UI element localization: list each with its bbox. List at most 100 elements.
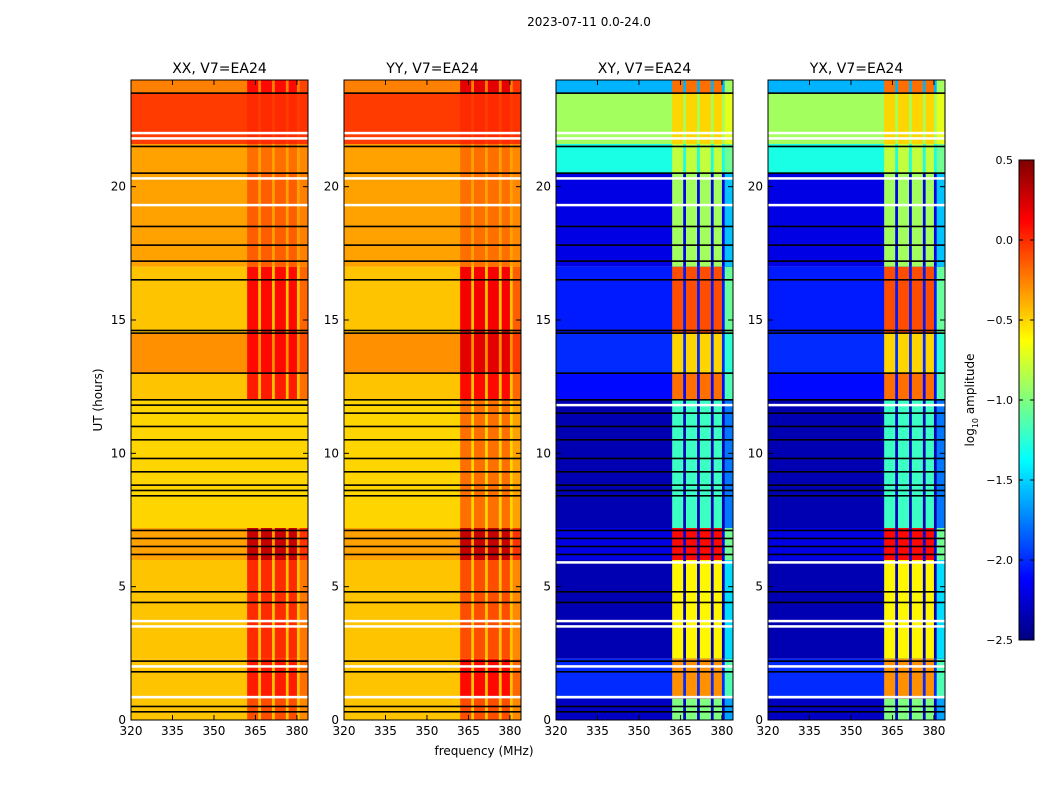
panel-0: XX, V7=EA24 320 335 350 365 380 0 5 10 15 20 [111,61,309,738]
colorbar-tick-label: −2.5 [986,634,1013,647]
heatmap-cell [473,144,486,174]
flag-line-black [344,425,521,428]
heatmap-cell [460,528,472,560]
flag-line-black [344,529,521,532]
heatmap-cell [512,698,521,720]
heatmap-cell [685,698,698,720]
heatmap-cell [260,333,273,374]
flag-line-black [768,545,945,548]
flag-line-white [556,625,733,628]
flag-line-black [131,439,308,441]
flag-line-white [768,695,945,699]
heatmap-cell [925,373,934,400]
flag-line-black [556,225,733,228]
x-tick-label: 380 [710,724,733,738]
heatmap-cell [288,93,297,144]
heatmap-cell [260,80,273,94]
heatmap-cell [724,560,733,659]
flag-line-black [344,145,521,148]
heatmap-cell [288,266,297,334]
heatmap-cell [925,173,934,267]
heatmap-cell [672,373,684,400]
flag-line-white [556,131,733,135]
flag-line-black [768,145,945,148]
flag-line-white [131,625,308,628]
heatmap-cell [713,373,722,400]
x-tick-label: 365 [244,724,267,738]
flag-line-black [344,332,521,334]
flag-line-black [344,711,521,713]
heatmap-cell [936,560,945,659]
colorbar-tick-label: 0.0 [996,234,1014,247]
heatmap-cell [911,144,923,174]
heatmap-cell [512,173,521,267]
heatmap-cell [699,698,711,720]
heatmap-cell [487,93,499,144]
flag-line-black [344,260,521,262]
flag-line-black [768,260,945,262]
heatmap-cell [713,144,722,174]
flag-line-white [344,665,521,668]
heatmap-cell [247,173,259,267]
flag-line-black [556,457,733,460]
heatmap-cell [897,698,910,720]
flag-line-black [768,425,945,428]
flag-line-black [556,439,733,441]
heatmap-cell [247,373,259,400]
y-tick-label: 20 [748,180,763,194]
heatmap-cell [724,400,733,528]
heatmap-cell [260,528,273,560]
heatmap-cell [713,173,722,267]
flag-line-black [768,660,945,662]
heatmap-cell [699,658,711,699]
panel-title: YY, V7=EA24 [385,61,479,77]
x-tick-label: 365 [881,724,904,738]
flag-line-black [344,439,521,441]
heatmap-cell [936,80,945,94]
flag-line-black [131,279,308,281]
heatmap-cell [897,400,910,528]
heatmap-cell [288,173,297,267]
flag-line-black [556,92,733,94]
flag-line-black [131,404,308,406]
flag-line-black [768,244,945,246]
heatmap-cell [260,173,273,267]
flag-line-black [131,537,308,540]
heatmap-cell [247,266,259,334]
heatmap-cell [288,560,297,659]
colorbar-tick-label: 0.5 [996,154,1014,167]
heatmap-cell [925,560,934,659]
heatmap-cell [699,93,711,144]
flag-line-black [131,545,308,548]
x-tick-label: 335 [374,724,397,738]
heatmap-cell [884,333,896,374]
panel-2: XY, V7=EA24 320 335 350 365 380 0 5 10 15 20 [536,61,734,738]
heatmap-cell [911,560,923,659]
flag-line-white [768,131,945,135]
heatmap-cell [884,373,896,400]
flag-line-black [556,671,733,673]
y-tick-label: 0 [331,713,339,727]
heatmap-cell [911,333,923,374]
heatmap-cell [260,658,273,699]
heatmap-cell [936,144,945,174]
heatmap-cell [501,400,510,528]
flag-line-black [344,279,521,281]
flag-line-black [556,145,733,148]
heatmap-cell [911,400,923,528]
flag-line-black [344,399,521,401]
flag-line-black [768,591,945,593]
heatmap-cell [672,400,684,528]
heatmap-cell [299,173,308,267]
heatmap-cell [247,144,259,174]
flag-line-white [344,131,521,135]
flag-line-black [768,372,945,374]
heatmap-cell [724,333,733,374]
colorbar-tick-label: −1.5 [986,474,1013,487]
heatmap-cell [685,373,698,400]
flag-line-white [131,203,308,207]
x-tick-label: 365 [457,724,480,738]
flag-line-black [344,471,521,473]
